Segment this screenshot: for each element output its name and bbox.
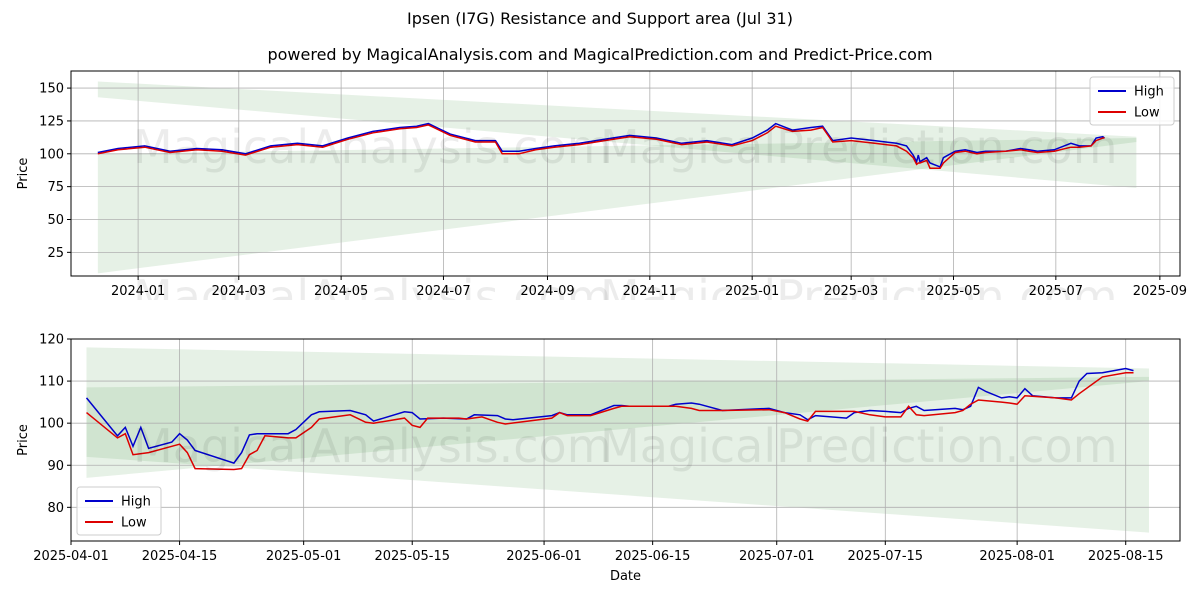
watermark-text: MagicalPrediction.com bbox=[600, 270, 1118, 300]
support-resistance-band bbox=[86, 347, 1149, 533]
x-tick-label: 2025-05-15 bbox=[374, 549, 450, 564]
x-tick-label: 2025-05-01 bbox=[266, 549, 342, 564]
series-line-low bbox=[97, 124, 1105, 169]
x-tick-label: 2025-03 bbox=[824, 284, 878, 299]
support-resistance-band bbox=[97, 81, 1137, 188]
x-axis-label: Date bbox=[610, 569, 641, 584]
x-tick-label: 2025-04-15 bbox=[142, 549, 218, 564]
series-line-low bbox=[86, 371, 1134, 471]
x-tick-label: 2025-07 bbox=[1029, 284, 1083, 299]
legend: High Low bbox=[1089, 76, 1175, 126]
x-tick-label: 2024-11 bbox=[623, 284, 677, 299]
y-tick-label: 110 bbox=[39, 375, 64, 390]
y-tick-label: 120 bbox=[39, 333, 64, 348]
x-tick-label: 2024-05 bbox=[314, 284, 368, 299]
axes-frame bbox=[70, 338, 1181, 542]
watermark-text: MagicalPrediction.com bbox=[600, 120, 1118, 174]
support-resistance-band bbox=[97, 138, 1137, 274]
x-tick-label: 2025-08-01 bbox=[979, 549, 1055, 564]
legend-label-low: Low bbox=[121, 516, 147, 531]
y-axis-label: Price bbox=[16, 424, 31, 456]
x-tick-label: 2025-09 bbox=[1133, 284, 1187, 299]
x-tick-label: 2025-07-15 bbox=[848, 549, 924, 564]
y-tick-label: 90 bbox=[47, 459, 64, 474]
x-tick-label: 2025-08-15 bbox=[1088, 549, 1164, 564]
watermark-text: MagicalAnalysis.com bbox=[133, 120, 612, 174]
x-tick-label: 2025-01 bbox=[725, 284, 779, 299]
legend: High Low bbox=[76, 486, 162, 536]
y-tick-label: 50 bbox=[47, 213, 64, 228]
y-tick-label: 80 bbox=[47, 501, 64, 516]
x-tick-label: 2025-05 bbox=[926, 284, 980, 299]
x-tick-label: 2025-04-01 bbox=[33, 549, 109, 564]
chart-subtitle: powered by MagicalAnalysis.com and Magic… bbox=[267, 45, 933, 64]
x-tick-label: 2025-07-01 bbox=[739, 549, 815, 564]
x-tick-label: 2024-03 bbox=[212, 284, 266, 299]
y-tick-label: 25 bbox=[47, 246, 64, 261]
watermark-text: MagicalPrediction.com bbox=[600, 419, 1118, 473]
support-resistance-band bbox=[86, 376, 1149, 478]
y-tick-label: 125 bbox=[39, 114, 64, 129]
y-tick-label: 150 bbox=[39, 82, 64, 97]
watermark-text: MagicalAnalysis.com bbox=[133, 419, 612, 473]
bottom-price-chart: 2025-04-01 2025-04-15 2025-05-01 2025-05-15… bbox=[16, 333, 1181, 584]
legend-label-low: Low bbox=[1134, 106, 1160, 121]
x-tick-label: 2024-01 bbox=[111, 284, 165, 299]
x-tick-label: 2024-09 bbox=[520, 284, 574, 299]
chart-title: Ipsen (I7G) Resistance and Support area … bbox=[407, 9, 793, 28]
y-axis-label: Price bbox=[16, 158, 31, 190]
top-price-chart: 2024-01 2024-03 2024-05 2024-07 2024-09 2024-… bbox=[16, 70, 1187, 300]
x-tick-label: 2024-07 bbox=[416, 284, 470, 299]
legend-label-high: High bbox=[121, 495, 151, 510]
y-tick-label: 100 bbox=[39, 417, 64, 432]
x-tick-label: 2025-06-15 bbox=[615, 549, 691, 564]
y-tick-label: 75 bbox=[47, 180, 64, 195]
y-tick-label: 100 bbox=[39, 147, 64, 162]
axes-frame bbox=[70, 70, 1181, 277]
x-tick-label: 2025-06-01 bbox=[506, 549, 582, 564]
watermark-text: MagicalAnalysis.com bbox=[133, 270, 612, 300]
legend-label-high: High bbox=[1134, 85, 1164, 100]
